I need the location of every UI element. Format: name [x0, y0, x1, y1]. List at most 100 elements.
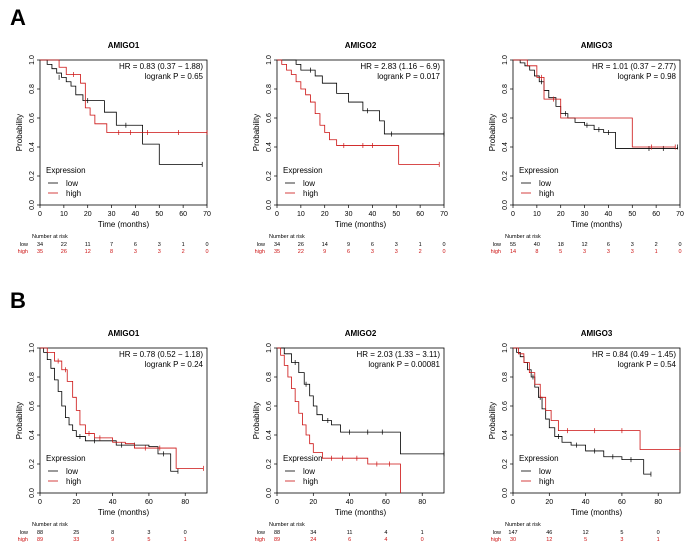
risk-value-low: 88	[274, 530, 280, 536]
y-axis-label: Probability	[488, 402, 497, 439]
x-tick-label: 50	[628, 211, 636, 218]
risk-value-low: 6	[134, 242, 137, 248]
logrank-p-text: logrank P = 0.00081	[368, 360, 440, 369]
risk-table-title: Number at risk	[505, 522, 541, 528]
risk-value-low: 14	[322, 242, 328, 248]
legend-label-high: high	[303, 189, 318, 198]
x-tick-label: 0	[38, 211, 42, 218]
risk-value-high: 3	[631, 249, 634, 255]
legend-label-low: low	[303, 179, 315, 188]
risk-value-low: 2	[655, 242, 658, 248]
y-axis-label: Probability	[15, 114, 24, 151]
y-tick-label: 0.0	[266, 200, 273, 210]
y-tick-label: 0.4	[29, 430, 36, 440]
legend-label-high: high	[539, 189, 554, 198]
km-curve-low	[513, 59, 679, 149]
panel-label-a: A	[10, 5, 26, 30]
risk-value-low: 9	[347, 242, 350, 248]
y-tick-label: 0.4	[266, 142, 273, 152]
risk-row-label-high: high	[255, 537, 265, 543]
risk-value-high: 1	[655, 249, 658, 255]
km-curve-low	[277, 59, 444, 135]
km-curve-high	[277, 59, 440, 165]
risk-value-low: 46	[546, 530, 552, 536]
y-tick-label: 0.4	[29, 142, 36, 152]
y-tick-label: 0.8	[266, 372, 273, 382]
risk-value-low: 0	[678, 242, 681, 248]
x-axis-label: Time (months)	[98, 508, 150, 517]
risk-value-high: 9	[111, 537, 114, 543]
risk-value-low: 3	[147, 530, 150, 536]
y-tick-label: 0.2	[502, 459, 509, 469]
risk-row-label-low: low	[493, 242, 501, 248]
risk-value-low: 8	[111, 530, 114, 536]
y-tick-label: 0.6	[266, 401, 273, 411]
logrank-p-text: logrank P = 0.54	[618, 360, 677, 369]
risk-value-low: 147	[508, 530, 517, 536]
risk-row-label-low: low	[257, 242, 265, 248]
x-tick-label: 40	[109, 499, 117, 506]
risk-value-high: 35	[274, 249, 280, 255]
risk-value-low: 18	[558, 242, 564, 248]
y-tick-label: 0.6	[266, 113, 273, 123]
x-axis-label: Time (months)	[335, 508, 387, 517]
hazard-ratio-text: HR = 2.83 (1.16 − 6.9)	[360, 62, 440, 71]
y-tick-label: 1.0	[29, 55, 36, 65]
risk-value-low: 34	[310, 530, 316, 536]
risk-value-high: 14	[510, 249, 516, 255]
x-tick-label: 30	[345, 211, 353, 218]
x-tick-label: 70	[440, 211, 448, 218]
x-tick-label: 60	[618, 499, 626, 506]
x-axis-label: Time (months)	[571, 220, 623, 229]
x-tick-label: 40	[582, 499, 590, 506]
risk-value-high: 3	[134, 249, 137, 255]
y-tick-label: 0.8	[266, 84, 273, 94]
risk-value-low: 12	[582, 242, 588, 248]
risk-row-label-low: low	[20, 530, 28, 536]
x-tick-label: 60	[416, 211, 424, 218]
logrank-p-text: logrank P = 0.017	[377, 72, 440, 81]
risk-value-low: 55	[510, 242, 516, 248]
x-axis-label: Time (months)	[98, 220, 150, 229]
x-tick-label: 60	[382, 499, 390, 506]
y-tick-label: 0.8	[29, 372, 36, 382]
x-axis-label: Time (months)	[335, 220, 387, 229]
risk-value-high: 1	[657, 537, 660, 543]
y-axis-label: Probability	[252, 114, 261, 151]
risk-row-label-high: high	[491, 249, 501, 255]
y-tick-label: 0.6	[502, 113, 509, 123]
hazard-ratio-text: HR = 0.83 (0.37 − 1.88)	[119, 62, 203, 71]
risk-value-high: 0	[205, 249, 208, 255]
risk-value-high: 3	[158, 249, 161, 255]
risk-value-low: 7	[110, 242, 113, 248]
x-tick-label: 40	[132, 211, 140, 218]
risk-value-low: 34	[37, 242, 43, 248]
legend-label-low: low	[66, 179, 78, 188]
risk-row-label-high: high	[255, 249, 265, 255]
risk-value-high: 3	[395, 249, 398, 255]
x-tick-label: 60	[145, 499, 153, 506]
risk-value-high: 3	[607, 249, 610, 255]
y-tick-label: 0.4	[502, 430, 509, 440]
x-tick-label: 10	[60, 211, 68, 218]
plot-frame	[512, 59, 681, 206]
legend-label-high: high	[539, 477, 554, 486]
hazard-ratio-text: HR = 2.03 (1.33 − 3.11)	[357, 350, 441, 359]
legend-label-high: high	[66, 477, 81, 486]
x-tick-label: 10	[297, 211, 305, 218]
risk-value-high: 89	[274, 537, 280, 543]
hazard-ratio-text: HR = 0.78 (0.52 − 1.18)	[119, 350, 203, 359]
x-tick-label: 20	[557, 211, 565, 218]
km-chart-b-amigo1: AMIGO1 0.0 0.2 0.4 0.6 0.8 1.0 Probability 0 20 40…	[15, 329, 208, 543]
risk-table-title: Number at risk	[32, 522, 68, 528]
y-tick-label: 0.6	[502, 401, 509, 411]
y-axis-label: Probability	[15, 402, 24, 439]
x-axis-label: Time (months)	[571, 508, 623, 517]
legend-title: Expression	[46, 454, 86, 463]
legend-title: Expression	[283, 166, 323, 175]
y-tick-label: 0.8	[29, 84, 36, 94]
risk-value-high: 3	[583, 249, 586, 255]
km-chart-b-amigo3: AMIGO3 0.0 0.2 0.4 0.6 0.8 1.0 Probability 0 20 40…	[488, 329, 681, 543]
